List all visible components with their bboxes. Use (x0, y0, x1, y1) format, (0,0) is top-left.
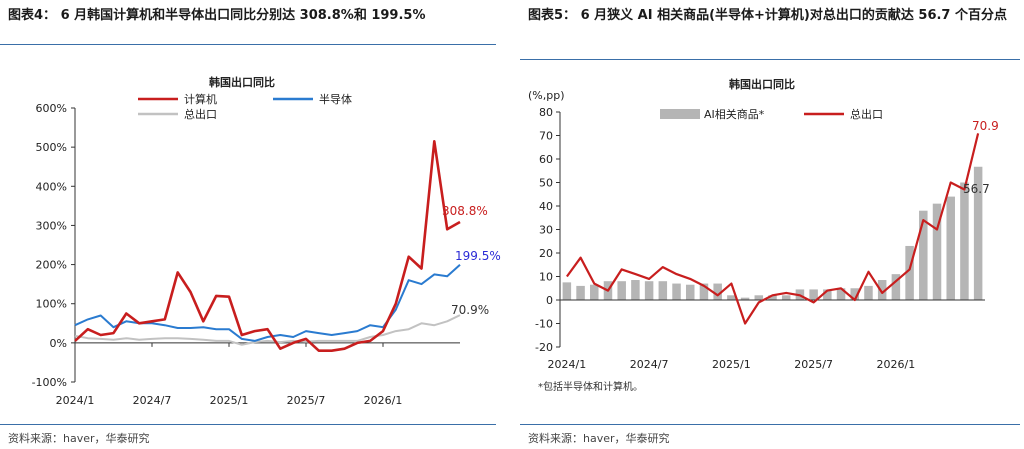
x-tick-label: 2024/1 (548, 358, 587, 371)
y-tick-label: -100% (32, 376, 67, 389)
x-tick-label: 2026/1 (877, 358, 916, 371)
series-line-total-export (566, 133, 980, 325)
source-note: 资料来源：haver，华泰研究 (528, 432, 670, 445)
bar (562, 282, 572, 300)
x-tick-label: 2024/1 (56, 394, 95, 407)
end-value-label: 308.8% (442, 204, 488, 218)
y-tick-label: 60 (539, 153, 553, 166)
bar (973, 166, 983, 300)
bar (644, 281, 654, 300)
figure-panel-left: 图表4： 6 月韩国计算机和半导体出口同比分别达 308.8%和 199.5% … (0, 0, 501, 449)
end-value-label: 56.7 (963, 182, 990, 196)
y-tick-label: 200% (36, 259, 67, 272)
bar (850, 288, 860, 300)
bar (864, 285, 873, 300)
y-tick-label: 80 (539, 106, 553, 119)
chart-ai-contribution: 韩国出口同比 (%,pp) -20 -10 0 10 20 30 40 50 60 70 80 2024/… (528, 77, 999, 393)
bar (781, 295, 791, 300)
bar (740, 297, 750, 300)
source-divider (0, 424, 496, 425)
x-tick-label: 2025/7 (794, 358, 833, 371)
bar (946, 196, 955, 300)
series-line-总出口 (74, 314, 461, 346)
x-tick-label: 2025/7 (287, 394, 326, 407)
bar (919, 210, 928, 300)
bar (823, 289, 832, 300)
legend-label: AI相关商品* (704, 107, 765, 121)
bar (631, 280, 640, 300)
y-tick-label: 20 (539, 247, 553, 260)
y-tick-label: 0% (50, 337, 67, 350)
bar (932, 203, 942, 300)
y-tick-label: 500% (36, 141, 67, 154)
bar (754, 295, 764, 300)
legend-swatch (660, 109, 700, 119)
figure-title: 图表5： 6 月狭义 AI 相关商品(半导体+计算机)对总出口的贡献达 56.7… (528, 8, 1007, 23)
y-tick-label: 50 (539, 177, 553, 190)
x-tick-label: 2025/1 (712, 358, 751, 371)
x-tick-label: 2025/1 (210, 394, 249, 407)
bar (877, 280, 887, 300)
figure-panel-right: 图表5： 6 月狭义 AI 相关商品(半导体+计算机)对总出口的贡献达 56.7… (520, 0, 1024, 449)
bar (658, 281, 668, 300)
bar (685, 284, 695, 300)
x-tick-label: 2026/1 (364, 394, 403, 407)
bar (905, 245, 914, 300)
figure-title: 图表4： 6 月韩国计算机和半导体出口同比分别达 308.8%和 199.5% (8, 8, 426, 23)
end-value-label: 199.5% (455, 249, 501, 263)
end-value-label: 70.9% (451, 303, 489, 317)
title-divider (520, 59, 1020, 60)
series-line-计算机 (74, 140, 461, 353)
y-tick-label: 10 (539, 271, 553, 284)
legend-label: 半导体 (319, 92, 352, 106)
source-note: 资料来源：haver，华泰研究 (8, 432, 150, 445)
y-tick-label: 100% (36, 298, 67, 311)
y-tick-label: 0 (546, 294, 553, 307)
bar (809, 289, 818, 300)
chart-title: 韩国出口同比 (729, 77, 795, 91)
x-tick-label: 2024/7 (133, 394, 172, 407)
chart-korea-export-yoy: 韩国出口同比 -100% 0% 100% 200% 300% 400% 500% 600% 202… (32, 75, 501, 407)
source-divider (520, 424, 1020, 425)
bar (576, 285, 585, 300)
end-value-label: 70.9 (972, 119, 999, 133)
y-tick-label: 30 (539, 224, 553, 237)
bar (960, 182, 969, 300)
legend-label: 总出口 (850, 107, 883, 121)
y-tick-label: 600% (36, 102, 67, 115)
bar (699, 283, 709, 300)
bar (617, 281, 626, 300)
y-tick-label: 70 (539, 130, 553, 143)
y-tick-label: 400% (36, 180, 67, 193)
legend-label: 计算机 (184, 92, 217, 106)
bar (836, 288, 846, 300)
bar (727, 295, 736, 300)
x-tick-label: 2024/7 (630, 358, 669, 371)
chart-title: 韩国出口同比 (209, 75, 275, 89)
bar (713, 283, 722, 300)
bar (672, 283, 681, 300)
legend-label: 总出口 (184, 107, 217, 121)
y-axis-unit: (%,pp) (528, 89, 565, 102)
title-divider (0, 44, 496, 45)
y-tick-label: -20 (535, 341, 553, 354)
y-tick-label: 40 (539, 200, 553, 213)
bar (768, 295, 777, 300)
bar (891, 274, 901, 300)
bar (590, 284, 599, 300)
footnote: *包括半导体和计算机。 (538, 380, 643, 393)
y-tick-label: -10 (535, 318, 553, 331)
y-tick-label: 300% (36, 219, 67, 232)
